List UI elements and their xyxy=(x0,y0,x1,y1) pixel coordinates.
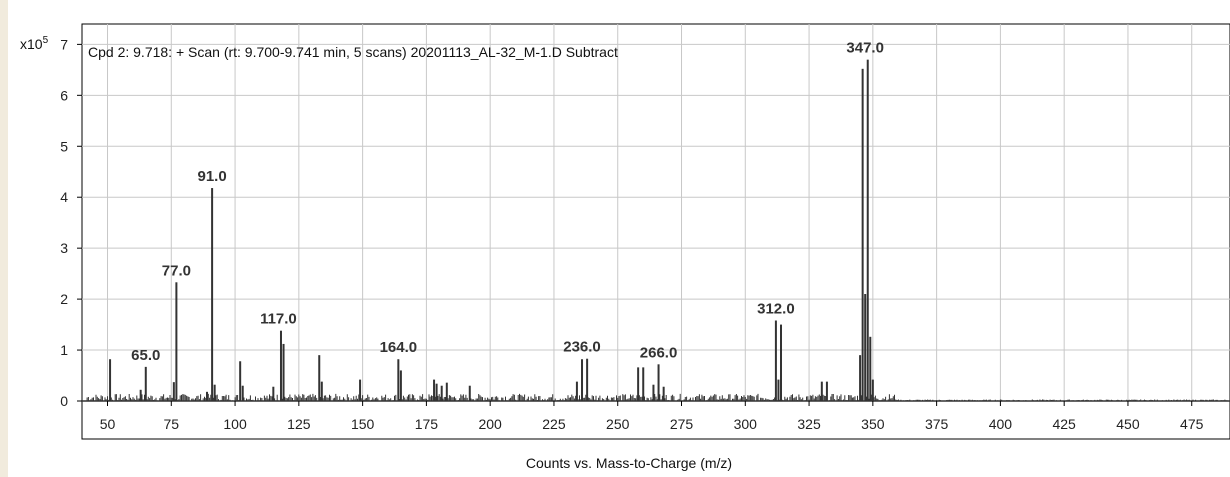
chart-title: Cpd 2: 9.718: + Scan (rt: 9.700-9.741 mi… xyxy=(88,44,618,60)
peak-bar xyxy=(440,385,443,401)
peak-bar xyxy=(211,188,214,401)
peak-bar xyxy=(144,366,147,401)
x-tick-label: 200 xyxy=(478,416,502,432)
peak-bar xyxy=(869,336,872,401)
peak-bar xyxy=(586,358,589,401)
x-tick-label: 400 xyxy=(989,416,1013,432)
peak-bar xyxy=(272,386,275,401)
peak-bar xyxy=(239,361,242,401)
peak-bar xyxy=(139,389,142,401)
peak-bar xyxy=(468,385,471,401)
peak-bar xyxy=(175,282,178,401)
y-tick-label: 7 xyxy=(60,36,68,52)
x-tick-label: 50 xyxy=(100,416,116,432)
peak-bar xyxy=(777,379,780,401)
peak-bar xyxy=(662,386,665,401)
peak-bar xyxy=(172,382,175,401)
x-tick-label: 175 xyxy=(415,416,439,432)
x-tick-label: 100 xyxy=(223,416,247,432)
peak-bar xyxy=(397,359,400,401)
peak-bar xyxy=(206,391,209,401)
peak-bar xyxy=(861,68,864,402)
y-tick-label: 6 xyxy=(60,87,68,103)
peak-bar xyxy=(859,355,862,401)
peak-bar xyxy=(241,385,244,401)
chart-panel: 50 75 100 125 150 175 200 225 250 275 300 325 350 375… xyxy=(8,0,1230,477)
peak-bar xyxy=(657,364,660,401)
mass-spectrum-chart: 50 75 100 125 150 175 200 225 250 275 300 325 350 375… xyxy=(20,23,1230,471)
peak-label: 347.0 xyxy=(846,40,884,57)
peak-bar xyxy=(820,381,823,401)
peak-bar xyxy=(445,382,448,401)
peak-bar xyxy=(780,324,783,401)
peak-bar xyxy=(774,320,777,401)
peak-bar xyxy=(109,359,112,401)
peak-label: 91.0 xyxy=(198,168,227,185)
peak-label: 77.0 xyxy=(162,262,191,279)
peak-bar xyxy=(575,381,578,401)
x-tick-label: 300 xyxy=(734,416,758,432)
x-tick-label: 350 xyxy=(861,416,885,432)
peak-label: 164.0 xyxy=(380,339,418,356)
peak-bar xyxy=(637,367,640,401)
peak-labels: 65.0 77.0 91.0 117.0 164.0 236.0 266.0 312.0 347… xyxy=(131,40,884,364)
y-tick-label: 1 xyxy=(60,342,68,358)
peak-bar xyxy=(282,343,285,401)
plot-frame xyxy=(81,23,1230,440)
x-tick-label: 125 xyxy=(287,416,311,432)
x-tick-label: 225 xyxy=(542,416,566,432)
x-tick-label: 375 xyxy=(925,416,949,432)
x-tick-label: 275 xyxy=(670,416,694,432)
peak-bar xyxy=(652,384,655,401)
peak-bar xyxy=(864,294,867,401)
peak-bar xyxy=(871,379,874,401)
y-tick-label: 0 xyxy=(60,393,68,409)
peak-bar xyxy=(318,355,321,401)
x-tick-label: 75 xyxy=(163,416,179,432)
peak-bar xyxy=(433,379,436,401)
y-tick-label: 2 xyxy=(60,291,68,307)
x-tick-label: 250 xyxy=(606,416,630,432)
peak-bar xyxy=(866,59,869,401)
x-axis-ticks: 50 75 100 125 150 175 200 225 250 275 300 325 350 375… xyxy=(100,401,1204,432)
y-tick-label: 5 xyxy=(60,138,68,154)
x-tick-label: 425 xyxy=(1052,416,1076,432)
y-axis-ticks: 0 1 2 3 4 5 6 7 xyxy=(60,36,82,409)
x-axis-label: Counts vs. Mass-to-Charge (m/z) xyxy=(526,455,732,471)
y-tick-label: 4 xyxy=(60,189,68,205)
grid-lines xyxy=(82,24,1230,402)
peak-label: 312.0 xyxy=(757,301,795,318)
y-multiplier: x105 xyxy=(20,35,49,52)
peak-label: 236.0 xyxy=(563,339,601,356)
peak-label: 65.0 xyxy=(131,347,160,364)
peak-label: 117.0 xyxy=(260,311,297,328)
peak-bar xyxy=(435,383,438,401)
peak-bars xyxy=(109,59,874,402)
y-tick-label: 3 xyxy=(60,240,68,256)
x-tick-label: 150 xyxy=(351,416,375,432)
x-tick-label: 450 xyxy=(1116,416,1140,432)
peak-bar xyxy=(642,367,645,401)
peak-bar xyxy=(359,379,362,401)
peak-bar xyxy=(213,384,216,401)
peak-bar xyxy=(399,370,402,401)
x-tick-label: 475 xyxy=(1180,416,1204,432)
peak-bar xyxy=(581,359,584,401)
peak-bar xyxy=(279,330,282,401)
peak-bar xyxy=(825,381,828,401)
x-tick-label: 325 xyxy=(797,416,821,432)
peak-label: 266.0 xyxy=(640,344,678,361)
peak-bar xyxy=(320,381,323,401)
